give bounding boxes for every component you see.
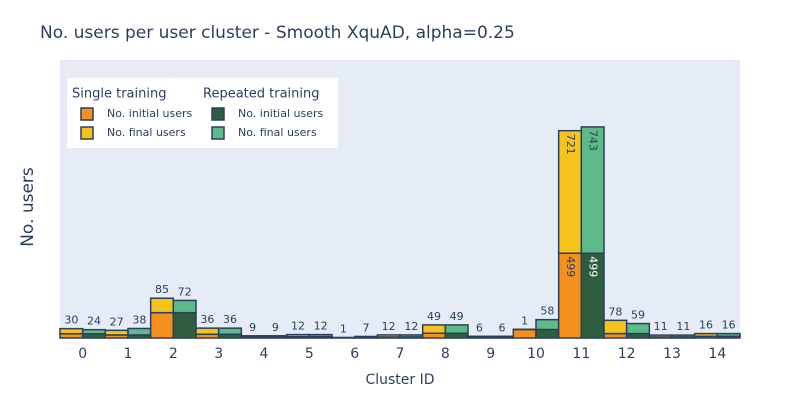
value-label: 24 — [87, 315, 101, 328]
bar-segment — [83, 330, 106, 334]
bar-segment — [173, 313, 196, 338]
bar-segment — [491, 336, 514, 337]
value-label: 12 — [382, 320, 396, 333]
bar-segment — [264, 336, 287, 338]
x-tick-label: 2 — [169, 346, 178, 362]
x-tick-label: 0 — [78, 346, 87, 362]
value-label: 7 — [363, 321, 370, 334]
bar-segment — [649, 335, 672, 337]
x-tick-label: 7 — [396, 346, 405, 362]
y-axis-title: No. users — [18, 167, 38, 247]
x-tick-label: 1 — [124, 346, 133, 362]
bar-segment — [536, 320, 559, 330]
x-tick-label: 6 — [350, 346, 359, 362]
bar-segment — [105, 330, 128, 335]
value-label: 27 — [110, 315, 124, 328]
legend-group-title: Single training — [72, 87, 166, 102]
bar-segment — [128, 328, 151, 334]
bar-segment — [151, 313, 174, 338]
legend-label: No. initial users — [107, 107, 192, 120]
value-label: 16 — [722, 319, 736, 332]
bar-segment — [672, 335, 695, 337]
legend-swatch — [81, 127, 93, 139]
bar-segment — [309, 335, 332, 337]
x-axis-title: Cluster ID — [365, 372, 434, 388]
value-label: 12 — [404, 320, 418, 333]
bar-segment — [287, 335, 310, 337]
bar-segment — [355, 336, 378, 337]
bar-segment — [173, 300, 196, 312]
bar-segment — [151, 298, 174, 312]
value-label: 12 — [291, 320, 305, 333]
x-tick-label: 12 — [618, 346, 636, 362]
bar-segment — [445, 325, 468, 333]
value-label: 721 — [564, 134, 577, 155]
x-tick-label: 4 — [260, 346, 269, 362]
x-tick-label: 5 — [305, 346, 314, 362]
value-label: 499 — [587, 256, 600, 277]
x-tick-label: 10 — [527, 346, 545, 362]
x-tick-label: 3 — [214, 346, 223, 362]
legend-label: No. initial users — [238, 107, 323, 120]
value-label: 9 — [249, 321, 256, 334]
legend-label: No. final users — [238, 126, 317, 139]
legend-label: No. final users — [107, 126, 186, 139]
bar-segment — [513, 330, 536, 338]
value-label: 12 — [314, 320, 328, 333]
bar-segment — [377, 335, 400, 337]
value-label: 49 — [450, 310, 464, 323]
x-tick-label: 9 — [486, 346, 495, 362]
legend-swatch — [212, 108, 224, 120]
chart-title: No. users per user cluster - Smooth XquA… — [40, 23, 515, 43]
x-tick-label: 11 — [572, 346, 590, 362]
bar-segment — [468, 336, 491, 337]
value-label: 49 — [427, 310, 441, 323]
value-label: 72 — [178, 285, 192, 298]
value-label: 11 — [654, 320, 668, 333]
value-label: 58 — [540, 305, 554, 318]
value-label: 9 — [272, 321, 279, 334]
x-tick-label: 14 — [708, 346, 726, 362]
value-label: 743 — [587, 130, 600, 151]
value-label: 85 — [155, 283, 169, 296]
value-label: 1 — [521, 314, 528, 327]
bar-segment — [423, 325, 446, 333]
bar-segment — [604, 320, 627, 333]
bar-segment — [695, 334, 718, 337]
value-label: 6 — [499, 321, 506, 334]
bar-segment — [627, 324, 650, 334]
value-label: 6 — [476, 321, 483, 334]
bar-segment — [219, 328, 242, 334]
value-label: 36 — [223, 313, 237, 326]
value-label: 499 — [564, 256, 577, 277]
legend-swatch — [81, 108, 93, 120]
bar-segment — [241, 336, 264, 338]
value-label: 59 — [631, 309, 645, 322]
bar-segment — [60, 329, 83, 334]
bar-segment — [400, 335, 423, 337]
legend-swatch — [212, 127, 224, 139]
bar-segment — [196, 328, 219, 334]
x-tick-label: 13 — [663, 346, 681, 362]
value-label: 1 — [340, 322, 347, 335]
value-label: 16 — [699, 319, 713, 332]
value-label: 38 — [132, 313, 146, 326]
value-label: 11 — [676, 320, 690, 333]
x-tick-label: 8 — [441, 346, 450, 362]
bar-segment — [717, 334, 740, 337]
value-label: 30 — [64, 314, 78, 327]
bar-segment — [536, 330, 559, 338]
value-label: 78 — [608, 305, 622, 318]
legend-group-title: Repeated training — [203, 87, 320, 102]
value-label: 36 — [200, 313, 214, 326]
